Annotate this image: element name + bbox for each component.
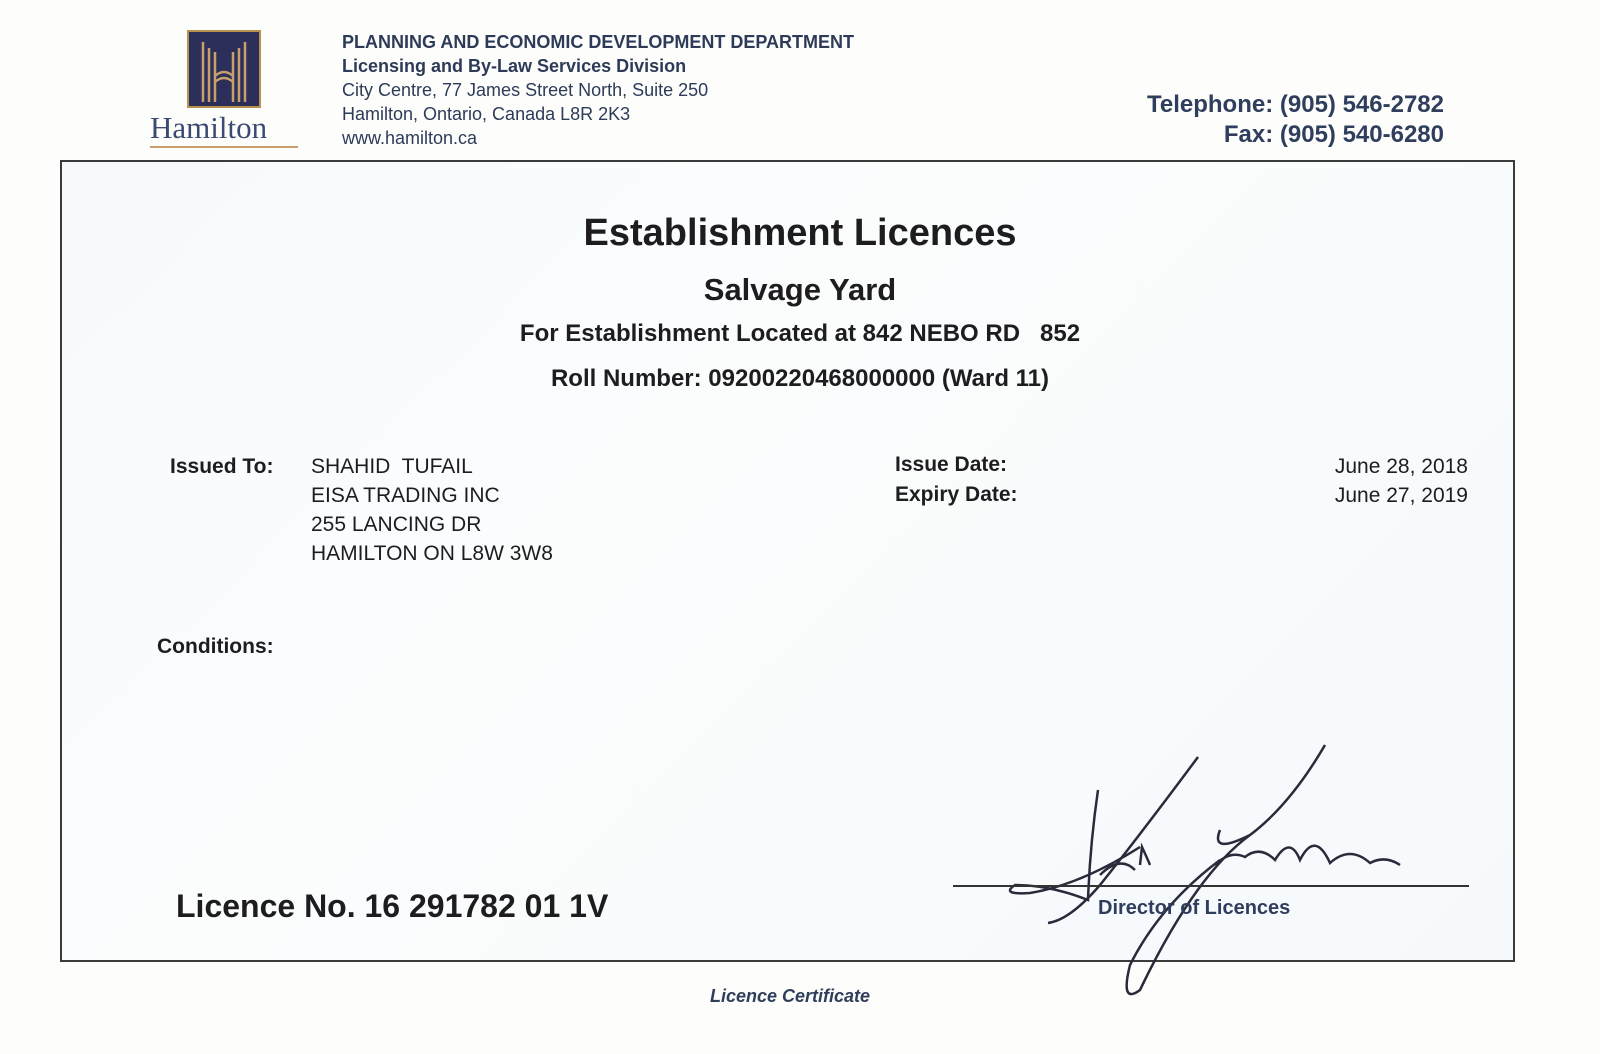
- website: www.hamilton.ca: [342, 128, 478, 148]
- logo-wordmark: Hamilton: [150, 110, 268, 145]
- issue-date: June 28, 2018: [1334, 455, 1468, 478]
- hamilton-logo: [187, 30, 261, 108]
- issued-to-block: SHAHID TUFAIL EISA TRADING INC 255 LANCI…: [311, 452, 553, 568]
- hamilton-h-icon: [201, 42, 247, 102]
- dates: June 28, 2018 June 27, 2019: [1335, 452, 1468, 510]
- address-line-2: Hamilton, Ontario, Canada L8R 2K3: [342, 104, 631, 124]
- conditions-label: Conditions:: [157, 635, 274, 658]
- letterhead: PLANNING AND ECONOMIC DEVELOPMENT DEPART…: [342, 30, 854, 150]
- business-name: EISA TRADING INC: [311, 484, 500, 507]
- establishment-location: For Establishment Located at 842 NEBO RD…: [519, 320, 1081, 347]
- fax: Fax: (905) 540-6280: [1223, 121, 1444, 148]
- department-name: PLANNING AND ECONOMIC DEVELOPMENT DEPART…: [342, 32, 855, 52]
- certificate-frame: [60, 160, 1515, 962]
- expiry-date: June 27, 2019: [1334, 484, 1468, 507]
- contact-info: Telephone: (905) 546-2782 Fax: (905) 540…: [1147, 90, 1444, 150]
- signatory-title: Director of Licences: [1098, 897, 1291, 919]
- signature-line: [953, 885, 1469, 887]
- street-address: 255 LANCING DR: [311, 513, 482, 536]
- licensee-name: SHAHID TUFAIL: [311, 455, 473, 478]
- expiry-date-label: Expiry Date:: [895, 483, 1018, 506]
- licence-title: Establishment Licences: [583, 212, 1017, 254]
- city-postal: HAMILTON ON L8W 3W8: [311, 542, 553, 565]
- telephone: Telephone: (905) 546-2782: [1146, 91, 1444, 118]
- logo-underline: [150, 146, 298, 148]
- footer-caption: Licence Certificate: [709, 986, 871, 1006]
- roll-number: Roll Number: 09200220468000000 (Ward 11): [550, 365, 1050, 392]
- issued-to-label: Issued To:: [170, 455, 274, 478]
- signature: [1008, 744, 1401, 996]
- licence-number: Licence No. 16 291782 01 1V: [176, 888, 609, 924]
- licence-type: Salvage Yard: [703, 272, 897, 307]
- division-name: Licensing and By-Law Services Division: [342, 56, 687, 76]
- address-line-1: City Centre, 77 James Street North, Suit…: [342, 80, 709, 100]
- issue-date-label: Issue Date:: [895, 453, 1008, 476]
